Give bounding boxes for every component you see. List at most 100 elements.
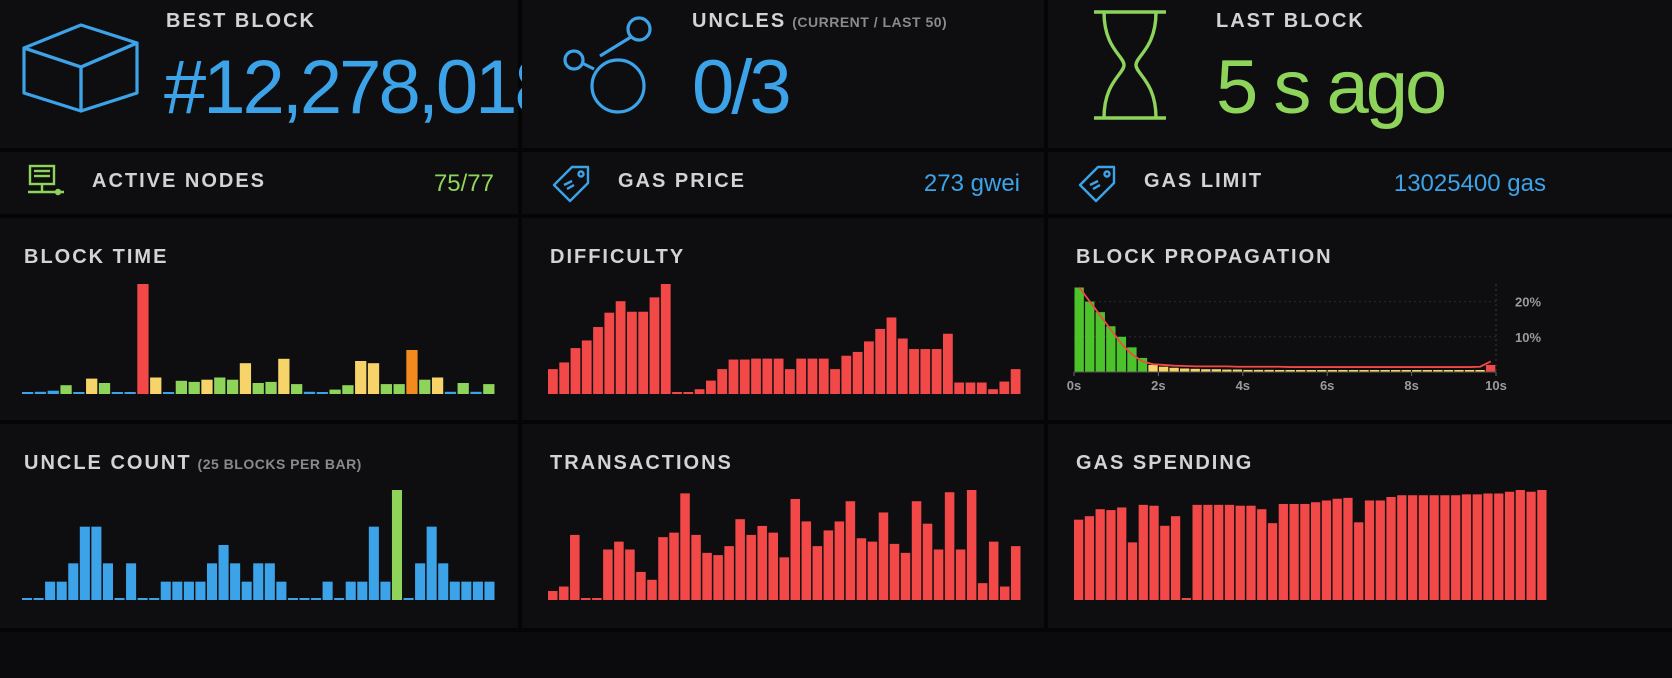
block-time-panel: BLOCK TIME (0, 218, 518, 420)
block-time-bar (86, 378, 98, 394)
gas-price-panel: GAS PRICE 273 gwei (522, 152, 1044, 214)
gas-spending-bar (1170, 516, 1181, 600)
propagation-bar (1348, 370, 1359, 372)
uncle-count-bar (56, 581, 67, 600)
gas-spending-bar (1224, 504, 1235, 600)
gas-spending-bar (1181, 598, 1191, 600)
gas-price-value: 273 gwei (923, 170, 1020, 197)
transactions-bar (812, 546, 823, 600)
gas-limit-label: GAS LIMIT (1144, 170, 1264, 192)
uncle-count-bar (276, 581, 287, 600)
transactions-bar (955, 549, 966, 600)
uncle-count-bar (79, 526, 90, 600)
propagation-bar (1380, 370, 1390, 372)
uncle-count-bar (91, 526, 102, 600)
gas-spending-bar (1440, 495, 1450, 600)
transactions-bar (768, 532, 778, 600)
block-time-chart (22, 284, 495, 394)
last-block-label: LAST BLOCK (1216, 10, 1365, 32)
block-time-bar (265, 381, 277, 394)
gas-spending-bar (1429, 495, 1439, 600)
propagation-bar (1327, 370, 1338, 372)
block-propagation-panel: BLOCK PROPAGATION 10% 20% 0s 2s 4s 6s 8s 10s (1048, 218, 1672, 420)
propagation-bar (1274, 370, 1285, 372)
difficulty-bar (694, 389, 705, 394)
block-time-bar (355, 361, 367, 394)
gas-spending-bar (1095, 509, 1105, 600)
transactions-bar (823, 530, 834, 600)
transactions-bar (680, 493, 690, 600)
uncle-count-bar (391, 490, 403, 600)
transactions-bar (779, 557, 790, 600)
block-time-bar (73, 392, 85, 394)
propagation-bar (1116, 336, 1127, 372)
best-block-panel: BEST BLOCK #12,278,018 (0, 0, 557, 148)
active-nodes-panel: ACTIVE NODES 75/77 (0, 152, 518, 214)
propagation-bar (1338, 370, 1348, 372)
propagation-bar (1201, 369, 1211, 372)
transactions-bar (878, 512, 889, 600)
propagation-bar (1106, 326, 1116, 372)
propagation-bar (1158, 366, 1169, 372)
best-block-value: #12,278,018 (164, 45, 557, 130)
uncle-count-bar (345, 581, 356, 600)
uncle-count-bar (33, 598, 44, 600)
transactions-bar (999, 586, 1010, 600)
best-block-label: BEST BLOCK (166, 10, 316, 32)
uncle-count-bar (241, 581, 252, 600)
difficulty-bar (943, 333, 953, 394)
propagation-bar (1137, 357, 1148, 372)
block-time-bar (150, 377, 162, 394)
uncle-count-bar (22, 598, 33, 600)
block-time-bar (470, 391, 482, 394)
difficulty-bar (818, 358, 829, 394)
transactions-bar (548, 591, 558, 600)
propagation-bar (1232, 369, 1243, 372)
propagation-bar (1296, 370, 1306, 372)
propagation-curve (1078, 286, 1492, 368)
propagation-bar (1148, 364, 1158, 372)
difficulty-bar (852, 351, 863, 394)
block-time-bar (431, 377, 444, 394)
difficulty-bar (931, 349, 942, 394)
y-tick-label: 10% (1515, 330, 1541, 345)
gas-spending-bar (1494, 493, 1504, 600)
uncle-count-bar (484, 581, 495, 600)
block-propagation-chart: 10% 20% 0s 2s 4s 6s 8s 10s (1067, 284, 1541, 393)
uncle-count-bar (472, 581, 483, 600)
gas-spending-bar (1246, 505, 1256, 600)
transactions-bar (900, 552, 911, 600)
difficulty-bar (627, 311, 637, 394)
x-tick-label: 0s (1067, 378, 1081, 393)
difficulty-bar (728, 359, 739, 394)
propagation-bar (1095, 312, 1105, 372)
gas-spending-bar (1332, 498, 1342, 600)
last-block-panel: LAST BLOCK 5 s ago (1048, 0, 1672, 148)
transactions-bar (790, 498, 801, 600)
propagation-bar (1085, 301, 1095, 372)
difficulty-bar (954, 382, 965, 394)
uncle-count-bar (299, 598, 310, 600)
uncles-value: 0/3 (692, 45, 792, 130)
transactions-bar (592, 598, 602, 600)
transactions-bar (614, 541, 624, 600)
active-nodes-value: 75/77 (433, 170, 494, 197)
block-time-bar (457, 383, 469, 394)
gas-spending-bar (1407, 495, 1418, 600)
transactions-bar (944, 492, 955, 600)
gas-spending-bar (1127, 542, 1138, 600)
difficulty-bar (999, 381, 1010, 394)
gas-spending-bar (1472, 494, 1482, 600)
gas-spending-bar (1461, 494, 1472, 600)
gas-spending-bar (1397, 495, 1407, 600)
propagation-bar (1391, 370, 1401, 372)
uncle-count-bar (461, 581, 472, 600)
x-tick-label: 10s (1485, 378, 1507, 393)
gas-spending-bar (1160, 525, 1170, 600)
block-time-bar (483, 384, 495, 394)
difficulty-bar (841, 355, 852, 394)
uncle-count-panel: UNCLE COUNT (25 BLOCKS PER BAR) (0, 424, 518, 628)
block-time-bar (22, 392, 34, 394)
transactions-bar (1010, 546, 1021, 600)
propagation-bar (1169, 367, 1179, 372)
